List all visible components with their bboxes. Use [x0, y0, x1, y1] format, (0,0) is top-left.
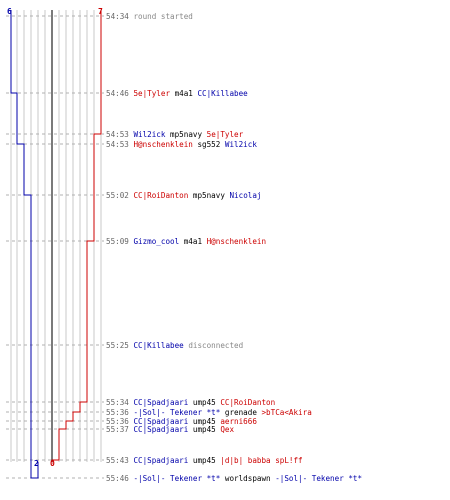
event-actor: -|Sol|- Tekener *t* — [133, 474, 221, 483]
event-target: CC|RoiDanton — [220, 398, 276, 407]
event-actor: -|Sol|- Tekener *t* — [133, 408, 221, 417]
event-actor: CC|Spadjaari — [133, 425, 189, 434]
event-row: 54:34 round started — [106, 12, 193, 21]
event-actor: 5e|Tyler — [133, 89, 171, 98]
event-timestamp: 55:43 — [106, 456, 129, 465]
event-actor: CC|Spadjaari — [133, 398, 189, 407]
event-actor: H@nschenklein — [133, 140, 193, 149]
blue-team-alive-line — [10, 10, 39, 479]
event-weapon: ump45 — [192, 425, 216, 434]
event-target: 5e|Tyler — [206, 130, 244, 139]
event-timestamp: 55:09 — [106, 237, 129, 246]
event-timestamp: 54:34 — [106, 12, 129, 21]
event-row: 54:53 Wil2ick mp5navy 5e|Tyler — [106, 130, 243, 139]
event-actor: CC|Killabee — [133, 341, 184, 350]
event-weapon: ump45 — [192, 398, 216, 407]
event-weapon: sg552 — [197, 140, 221, 149]
event-actor: CC|Spadjaari — [133, 417, 189, 426]
event-actor: Wil2ick — [133, 130, 166, 139]
event-row: 55:36 CC|Spadjaari ump45 aerni666 — [106, 417, 257, 426]
event-timestamp: 55:36 — [106, 417, 129, 426]
event-weapon: mp5navy — [170, 130, 203, 139]
event-timestamp: 54:53 — [106, 140, 129, 149]
event-weapon: disconnected — [188, 341, 244, 350]
event-weapon: ump45 — [192, 456, 216, 465]
event-actor: CC|Spadjaari — [133, 456, 189, 465]
event-row: 55:46 -|Sol|- Tekener *t* worldspawn -|S… — [106, 474, 362, 483]
player-grid-lines — [10, 10, 102, 462]
event-weapon: ump45 — [192, 417, 216, 426]
event-timestamp: 55:36 — [106, 408, 129, 417]
event-actor: Gizmo_cool — [133, 237, 180, 246]
red-team-start-count: 7 — [98, 7, 103, 16]
event-dashed-lines — [6, 15, 104, 479]
event-actor: CC|RoiDanton — [133, 191, 189, 200]
red-team-alive-line — [51, 10, 102, 462]
event-target: aerni666 — [220, 417, 257, 426]
event-timestamp: 54:53 — [106, 130, 129, 139]
event-row: 55:25 CC|Killabee disconnected — [106, 341, 243, 350]
event-target: |d|b| babba spL!ff — [220, 456, 303, 465]
event-timestamp: 55:46 — [106, 474, 129, 483]
event-target: Qex — [220, 425, 235, 434]
event-weapon: mp5navy — [192, 191, 225, 200]
event-row: 55:37 CC|Spadjaari ump45 Qex — [106, 425, 234, 434]
event-target: Wil2ick — [224, 140, 257, 149]
event-target: -|Sol|- Tekener *t* — [275, 474, 363, 483]
event-target: Nicolaj — [229, 191, 262, 200]
event-row: 55:43 CC|Spadjaari ump45 |d|b| babba spL… — [106, 456, 303, 465]
event-row: 55:02 CC|RoiDanton mp5navy Nicolaj — [106, 191, 262, 200]
event-actor: round started — [133, 12, 193, 21]
event-target: H@nschenklein — [206, 237, 267, 246]
event-target: >bTCa<Akira — [261, 408, 312, 417]
event-target: CC|Killabee — [197, 89, 248, 98]
event-weapon: grenade — [224, 408, 257, 417]
event-weapon: worldspawn — [224, 474, 271, 483]
event-timestamp: 55:02 — [106, 191, 129, 200]
red-team-end-count: 0 — [50, 459, 55, 468]
event-row: 54:46 5e|Tyler m4a1 CC|Killabee — [106, 89, 248, 98]
event-weapon: m4a1 — [174, 89, 193, 98]
event-timestamp: 55:34 — [106, 398, 129, 407]
event-timestamp: 54:46 — [106, 89, 129, 98]
event-row: 54:53 H@nschenklein sg552 Wil2ick — [106, 140, 257, 149]
event-row: 55:36 -|Sol|- Tekener *t* grenade >bTCa<… — [106, 408, 312, 417]
blue-team-end-count: 2 — [34, 459, 39, 468]
event-weapon: m4a1 — [183, 237, 203, 246]
event-timestamp: 55:25 — [106, 341, 129, 350]
event-row: 55:09 Gizmo_cool m4a1 H@nschenklein — [106, 237, 266, 246]
blue-team-start-count: 6 — [7, 7, 12, 16]
event-timestamp: 55:37 — [106, 425, 129, 434]
event-row: 55:34 CC|Spadjaari ump45 CC|RoiDanton — [106, 398, 275, 407]
